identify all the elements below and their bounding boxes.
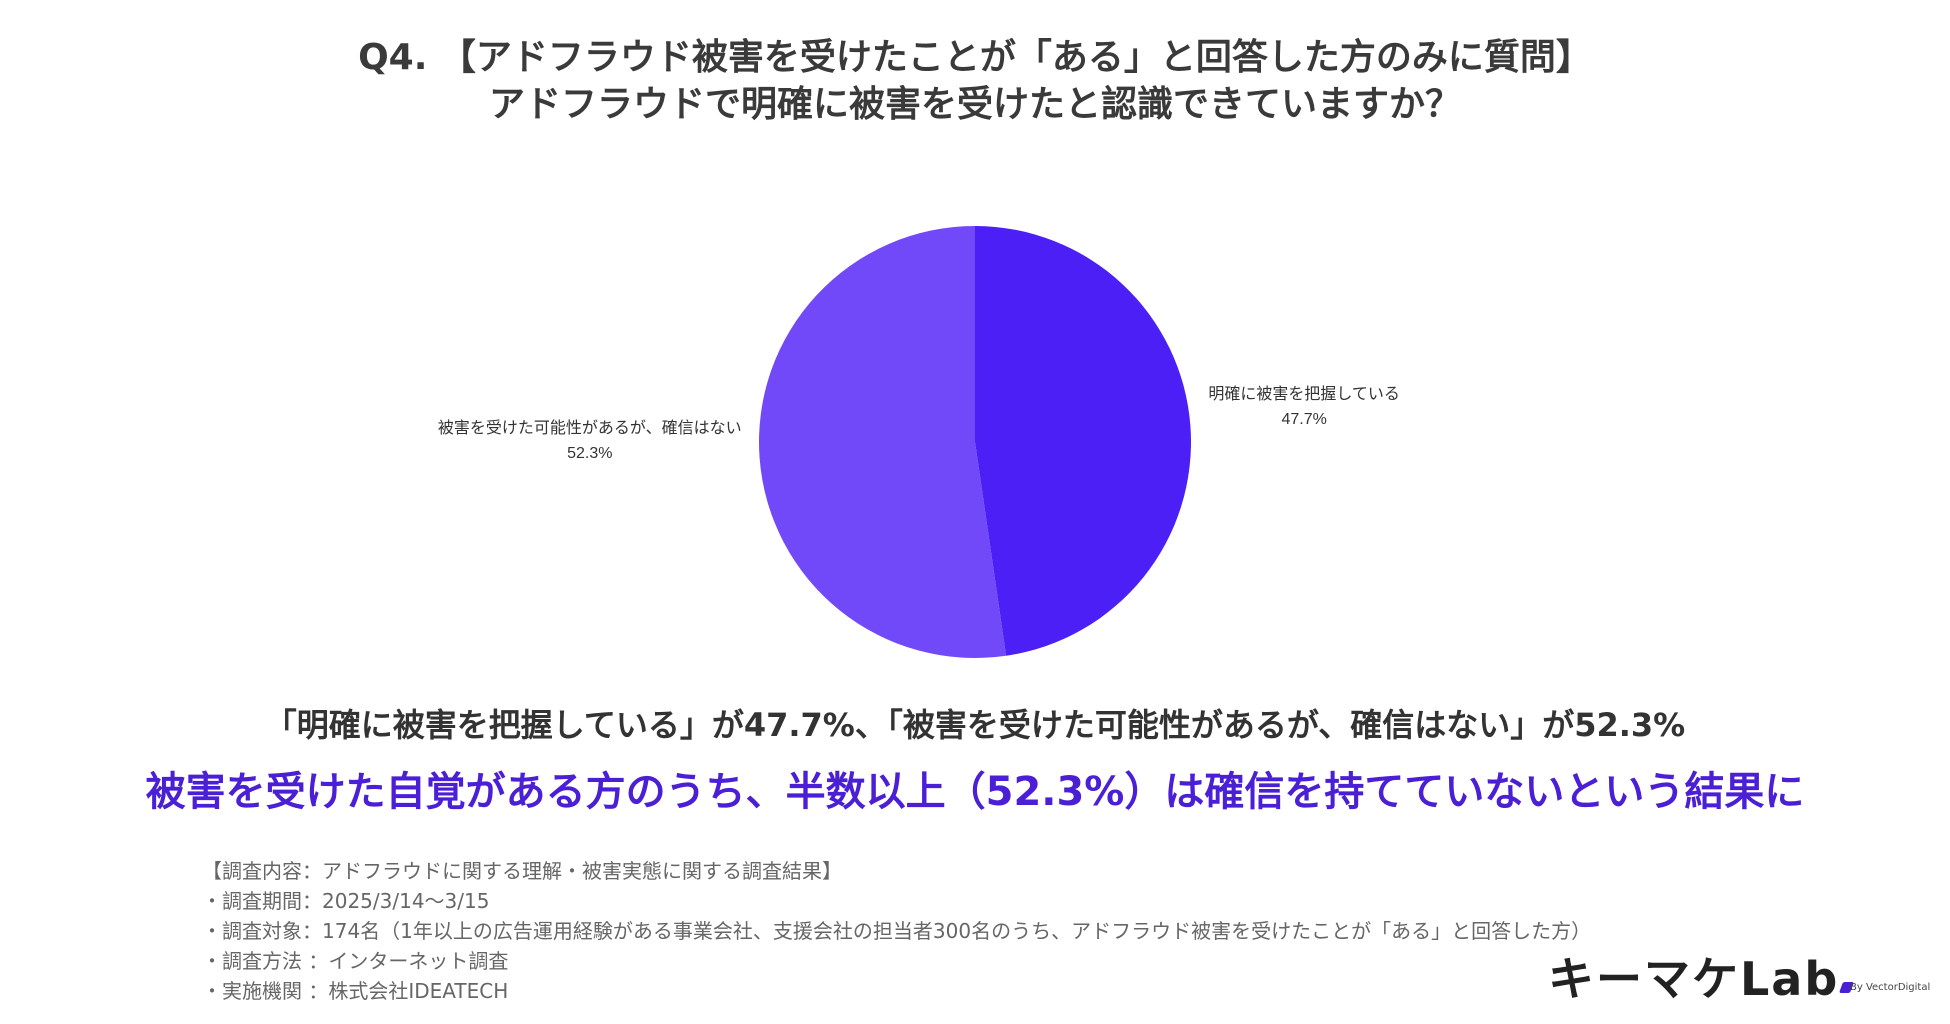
pie-slice xyxy=(975,226,1191,656)
brand-logo: キーマケLab By VectorDigital xyxy=(1548,954,1938,1004)
pie-slice-label: 被害を受けた可能性があるが、確信はない xyxy=(438,419,742,437)
chart-title-line2: アドフラウドで明確に被害を受けたと認識できていますか？ xyxy=(488,84,1461,125)
survey-notes: 【調査内容：アドフラウドに関する理解・被害実態に関する調査結果】 ・調査期間：2… xyxy=(202,856,1591,1006)
survey-note: 【調査内容：アドフラウドに関する理解・被害実態に関する調査結果】 xyxy=(202,859,842,883)
pie-slice xyxy=(758,226,1007,658)
pie-slice-value: 52.3% xyxy=(567,445,612,462)
brand-logo-text: キーマケLab xyxy=(1548,952,1840,1006)
summary-highlight: 被害を受けた自覚がある方のうち、半数以上（52.3%）は確信を持てていないという… xyxy=(145,769,1805,815)
summary-line1: 「明確に被害を把握している」が47.7%、「被害を受けた可能性があるが、確信はな… xyxy=(264,706,1686,744)
pie-slice-label: 明確に被害を把握している xyxy=(1208,385,1400,403)
brand-logo-byline: By VectorDigital xyxy=(1850,982,1931,993)
survey-note: ・調査期間：2025/3/14〜3/15 xyxy=(202,889,490,913)
pie-chart: 明確に被害を把握している 47.7% 被害を受けた可能性があるが、確信はない 52.3… xyxy=(438,226,1400,658)
survey-note: ・調査方法 ：インターネット調査 xyxy=(202,949,509,973)
chart-title-line1: Q4. 【アドフラウド被害を受けたことが「ある」と回答した方のみに質問】 xyxy=(358,37,1592,78)
survey-note: ・調査対象：174名（1年以上の広告運用経験がある事業会社、支援会社の担当者30… xyxy=(202,919,1592,943)
pie-slice-value: 47.7% xyxy=(1281,411,1326,428)
survey-note: ・実施機関 ：株式会社IDEATECH xyxy=(202,979,509,1003)
